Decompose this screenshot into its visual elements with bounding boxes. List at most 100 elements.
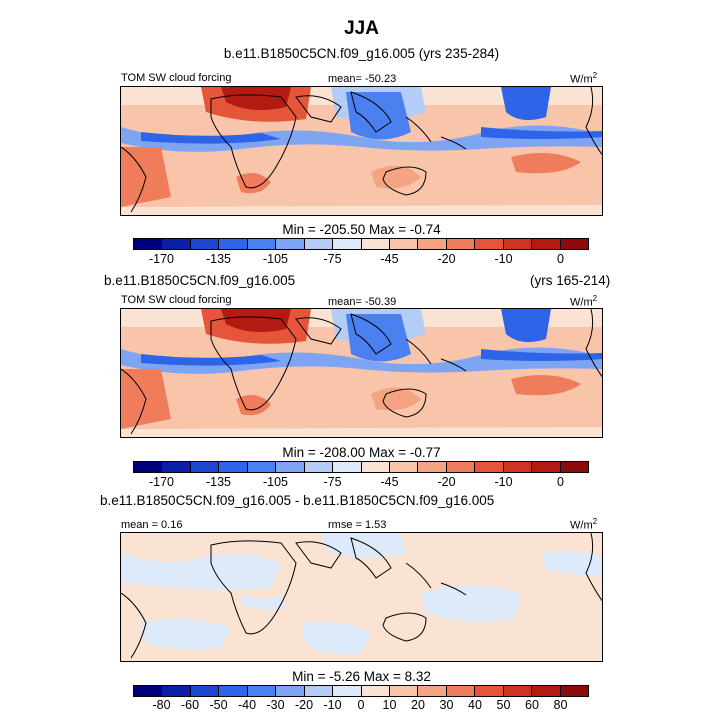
panel2-map [120, 308, 603, 438]
colorbar-tick-label: 0 [357, 698, 365, 712]
panel2-variable-label: TOM SW cloud forcing [121, 294, 232, 306]
colorbar-tick-label: -170 [148, 252, 175, 266]
colorbar-swatch [219, 239, 248, 249]
colorbar-tick-label: 10 [382, 698, 397, 712]
colorbar-swatch [219, 686, 248, 696]
colorbar-tick-label: -75 [323, 475, 342, 489]
colorbar-tick-label: 30 [439, 698, 454, 712]
colorbar-swatch [190, 462, 220, 472]
colorbar-swatch [503, 686, 533, 696]
colorbar-swatch [276, 686, 305, 696]
panel2-mean-label: mean= -50.39 [328, 296, 397, 308]
colorbar-swatch [446, 239, 476, 249]
colorbar-swatch [162, 239, 191, 249]
colorbar-swatch [134, 239, 163, 249]
colorbar-tick-label: 60 [525, 698, 539, 712]
panel1-mean-label: mean= -50.23 [328, 73, 397, 85]
panel2-case-title: b.e11.B1850C5CN.f09_g16.005 [104, 273, 296, 288]
colorbar-swatch [134, 686, 163, 696]
colorbar-tick-label: -30 [266, 698, 285, 712]
colorbar-tick-label: -135 [205, 252, 232, 266]
colorbar-tick-label: -50 [209, 698, 228, 712]
colorbar-swatch [389, 462, 419, 472]
colorbar-swatch [304, 462, 334, 472]
colorbar-swatch [418, 462, 447, 472]
colorbar-swatch [162, 686, 191, 696]
colorbar-tick-label: -75 [323, 252, 342, 266]
panel3-minmax: Min = -5.26 Max = 8.32 [292, 669, 431, 684]
colorbar-tick-label: 80 [553, 698, 568, 712]
colorbar-tick-label: 20 [411, 698, 425, 712]
panel3-mean-label: mean = 0.16 [121, 519, 183, 531]
panel3-map [120, 532, 603, 662]
main-title: JJA [344, 18, 379, 39]
colorbar-swatch [247, 686, 277, 696]
panel1-units: W/m2 [570, 71, 598, 86]
colorbar-swatch [418, 686, 447, 696]
colorbar-swatch [276, 239, 305, 249]
colorbar-swatch [446, 462, 476, 472]
panel2-colorbar [133, 461, 589, 473]
panel3-units: W/m2 [570, 517, 598, 532]
colorbar-tick-label: -40 [237, 698, 257, 712]
colorbar-swatch [389, 686, 419, 696]
colorbar-swatch [532, 462, 561, 472]
colorbar-swatch [134, 462, 163, 472]
panel2-units: W/m2 [570, 294, 598, 309]
colorbar-tick-label: -60 [180, 698, 200, 712]
colorbar-tick-label: -10 [494, 475, 513, 489]
colorbar-swatch [532, 686, 561, 696]
colorbar-tick-label: 0 [557, 252, 564, 266]
colorbar-swatch [560, 239, 588, 249]
colorbar-swatch [503, 239, 533, 249]
colorbar-swatch [190, 686, 220, 696]
colorbar-tick-label: 0 [557, 475, 564, 489]
panel1-minmax: Min = -205.50 Max = -0.74 [282, 222, 441, 237]
colorbar-swatch [304, 239, 334, 249]
colorbar-tick-label: -105 [262, 475, 289, 489]
colorbar-swatch [361, 239, 390, 249]
colorbar-swatch [560, 462, 588, 472]
colorbar-swatch [333, 686, 362, 696]
colorbar-swatch [333, 462, 362, 472]
colorbar-swatch [475, 686, 504, 696]
colorbar-tick-label: -45 [380, 252, 399, 266]
panel3-rmse-label: rmse = 1.53 [328, 519, 387, 531]
colorbar-swatch [190, 239, 220, 249]
colorbar-tick-label: -135 [205, 475, 232, 489]
colorbar-tick-label: 50 [496, 698, 511, 712]
colorbar-swatch [162, 462, 191, 472]
colorbar-swatch [503, 462, 533, 472]
colorbar-tick-label: -10 [323, 698, 342, 712]
panel2-minmax: Min = -208.00 Max = -0.77 [282, 445, 441, 460]
panel1-map [120, 86, 603, 216]
colorbar-tick-label: -20 [437, 475, 456, 489]
colorbar-tick-label: -10 [494, 252, 513, 266]
colorbar-swatch [560, 686, 588, 696]
panel3-case-title: b.e11.B1850C5CN.f09_g16.005 - b.e11.B185… [100, 493, 495, 508]
colorbar-tick-label: -20 [294, 698, 314, 712]
panel2-years: (yrs 165-214) [530, 273, 611, 288]
colorbar-swatch [361, 686, 390, 696]
colorbar-swatch [475, 462, 504, 472]
colorbar-swatch [276, 462, 305, 472]
colorbar-swatch [304, 686, 334, 696]
colorbar-tick-label: -45 [380, 475, 399, 489]
colorbar-swatch [446, 686, 476, 696]
colorbar-swatch [219, 462, 248, 472]
colorbar-swatch [418, 239, 447, 249]
colorbar-tick-label: -105 [262, 252, 289, 266]
panel3-colorbar [133, 685, 589, 697]
colorbar-swatch [361, 462, 390, 472]
panel1-variable-label: TOM SW cloud forcing [121, 72, 232, 84]
colorbar-tick-label: -170 [148, 475, 175, 489]
colorbar-swatch [333, 239, 362, 249]
colorbar-swatch [247, 239, 277, 249]
colorbar-swatch [475, 239, 504, 249]
colorbar-tick-label: -20 [437, 252, 456, 266]
colorbar-swatch [247, 462, 277, 472]
panel1-case-title: b.e11.B1850C5CN.f09_g16.005 (yrs 235-284… [223, 46, 500, 61]
colorbar-swatch [532, 239, 561, 249]
colorbar-tick-label: -80 [152, 698, 171, 712]
colorbar-tick-label: 40 [468, 698, 482, 712]
